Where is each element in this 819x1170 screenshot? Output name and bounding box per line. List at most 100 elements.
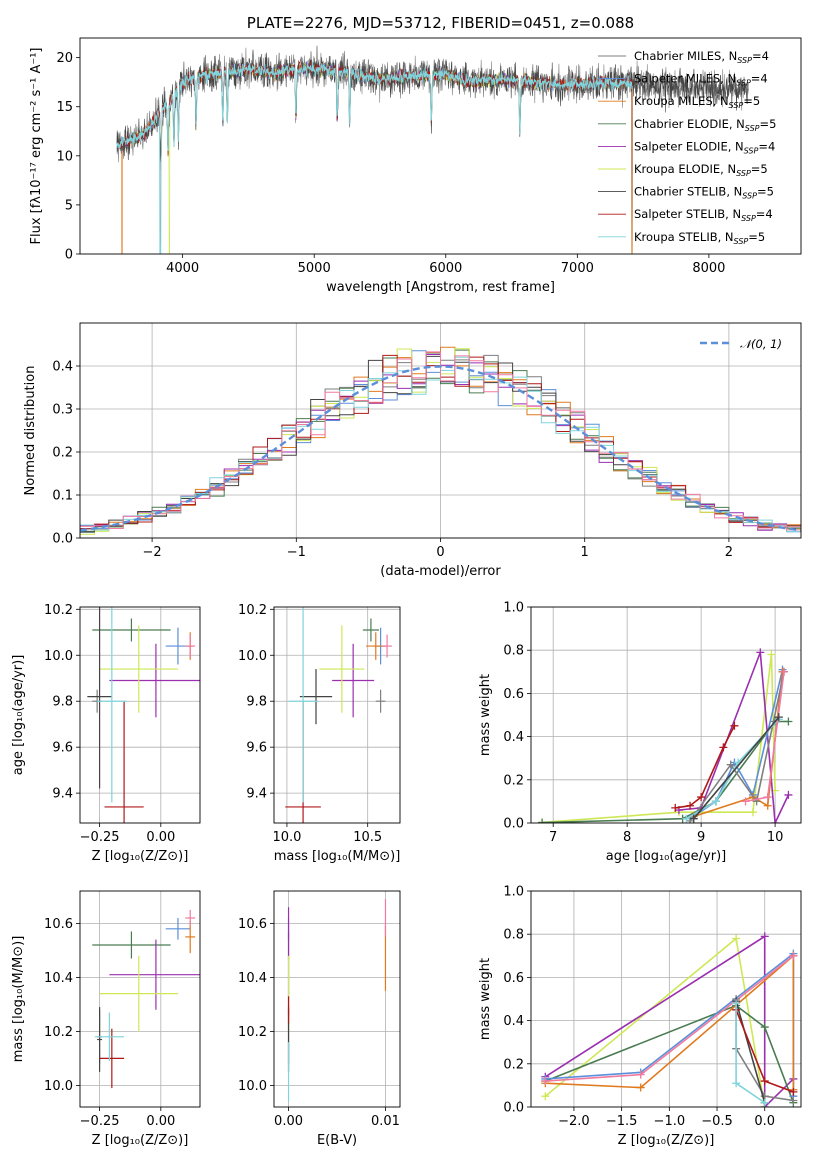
- mass_vs_Z-ytick-label: 10.4: [44, 971, 73, 986]
- spectrum-ytick-label: 15: [56, 100, 73, 115]
- spectrum-frame: [79, 37, 802, 255]
- weight-marker: [697, 793, 706, 802]
- weight-marker: [732, 934, 741, 943]
- weight-marker: [748, 808, 757, 817]
- weight-marker: [789, 1096, 798, 1105]
- mass_vs_Z-ytick-label: 10.0: [44, 1079, 73, 1094]
- errorbar-kroupa-elodie: [99, 625, 178, 713]
- age_vs_Z-xlabel: Z [log₁₀(Z/Z⊙)]: [92, 849, 189, 864]
- errorbar-chabrier-elodie: [92, 931, 171, 959]
- weight_vs_Z-ylabel: mass weight: [478, 958, 493, 1040]
- weight_vs_Z-xtick-label: −1.5: [606, 1114, 638, 1129]
- weight-marker: [760, 1098, 769, 1107]
- legend-label: Salpeter ELODIE, NSSP=4: [634, 139, 775, 155]
- residuals-ytick-label: 0.0: [52, 532, 73, 547]
- weight_vs_Z-xtick-label: −2.0: [558, 1114, 590, 1129]
- age_vs_Z-ytick-label: 9.4: [52, 787, 73, 802]
- mass_vs_ebv-xtick-label: 0.01: [371, 1114, 400, 1129]
- age_vs_Z-xtick-label: 0.00: [146, 830, 175, 845]
- weight-line-kroupa-elodie: [544, 937, 766, 1107]
- residuals-ytick-label: 0.3: [52, 403, 73, 418]
- weight-line-chabrier-stelib: [735, 1000, 766, 1103]
- weight-line-salpeter-elodie: [544, 934, 794, 1107]
- weight_vs_Z-ytick-label: 0.4: [503, 1014, 524, 1029]
- age_vs_mass-xtick-label: 10.0: [272, 830, 301, 845]
- mass_vs_ebv-ytick-label: 10.2: [238, 1025, 267, 1040]
- weight_vs_age-xtick-label: 8: [623, 830, 631, 845]
- weight_vs_Z-ytick-label: 0.6: [503, 971, 524, 986]
- residuals-xlabel: (data-model)/error: [380, 564, 501, 579]
- weight-line-chabrier-miles: [689, 671, 785, 822]
- spectrum-ytick-label: 20: [56, 51, 73, 66]
- weight-marker: [741, 797, 750, 806]
- weight-marker: [763, 793, 772, 802]
- mass_vs_Z-ytick-label: 10.2: [44, 1025, 73, 1040]
- age_vs_Z-ytick-label: 10.2: [44, 603, 73, 618]
- weight_vs_age-xtick-label: 9: [697, 830, 705, 845]
- weight_vs_age-plot-area: [531, 607, 801, 823]
- age_vs_mass-ytick-label: 10.0: [238, 649, 267, 664]
- normal-curve: [80, 365, 801, 532]
- weight-marker: [760, 932, 769, 941]
- weight_vs_age-ytick-label: 0.2: [503, 773, 524, 788]
- residuals-xtick-label: 2: [725, 545, 733, 560]
- weight-marker: [784, 790, 793, 799]
- age_vs_Z-frame: [79, 606, 201, 824]
- age_vs_mass-xlabel: mass [log₁₀(M/M⊙)]: [274, 849, 401, 864]
- mass_vs_Z-xtick-label: −0.25: [80, 1114, 120, 1129]
- weight-marker: [541, 1077, 550, 1086]
- weight_vs_Z-ytick-label: 0.2: [503, 1057, 524, 1072]
- residuals-xtick-label: −1: [287, 545, 306, 560]
- weight-marker: [789, 951, 798, 960]
- weight_vs_age-xtick-label: 10: [767, 830, 784, 845]
- weight_vs_Z-xtick-label: −0.5: [701, 1114, 733, 1129]
- residuals-ytick-label: 0.1: [52, 489, 73, 504]
- weight_vs_age-ytick-label: 0.0: [503, 817, 524, 832]
- errorbar-kroupa-stelib: [97, 607, 127, 803]
- legend-label: Kroupa MILES, NSSP=5: [634, 94, 760, 110]
- errorbar-salpeter-miles: [165, 918, 191, 940]
- spectrum-legend: Chabrier MILES, NSSP=4 Salpeter MILES, NS…: [598, 49, 776, 246]
- residuals-frame: [79, 322, 802, 539]
- mass_vs_Z-xtick-label: 0.00: [146, 1114, 175, 1129]
- legend-normal-label: 𝒩(0, 1): [740, 337, 782, 351]
- residuals-xtick-label: 1: [581, 545, 589, 560]
- errorbar-salpeter-stelib: [104, 701, 144, 823]
- weight-marker: [767, 650, 776, 659]
- spectrum-ylabel: Flux [fλ10⁻¹⁷ erg cm⁻² s⁻¹ A⁻¹]: [29, 48, 44, 245]
- age_vs_mass-ytick-label: 9.8: [246, 695, 267, 710]
- weight-marker: [771, 819, 780, 823]
- weight_vs_age-ytick-label: 1.0: [503, 601, 524, 616]
- age_vs_mass-plot-area: [274, 607, 400, 823]
- panel-mass_vs_Z: −0.25 0.00 10.0 10.2 10.4 10.6 Z [log₁₀(Z/Z⊙)]…: [11, 890, 201, 1148]
- mass_vs_ebv-plot-area: [274, 891, 400, 1107]
- spectrum-xtick-label: 7000: [561, 261, 594, 276]
- spectrum-plot-area: [116, 45, 749, 254]
- errorbar-salpeter-elodie: [332, 643, 375, 718]
- spectrum-xlabel: wavelength [Angstrom, rest frame]: [326, 280, 555, 295]
- residuals-ytick-label: 0.4: [52, 360, 73, 375]
- weight-line-salpeter-stelib: [675, 725, 736, 809]
- errorbar-chabrier-stelib: [299, 669, 333, 725]
- panel-mass_vs_ebv: 0.00 0.01 10.0 10.2 10.4 10.6 E(B-V): [238, 890, 401, 1148]
- weight_vs_age-ylabel: mass weight: [478, 674, 493, 756]
- spectrum-xtick-label: 4000: [166, 261, 199, 276]
- mass_vs_Z-ylabel: mass [log₁₀(M/M⊙)]: [11, 936, 26, 1063]
- weight-line-chabrier-stelib: [693, 716, 780, 820]
- legend-label: Chabrier ELODIE, NSSP=5: [634, 117, 776, 133]
- spectrum-line-kroupa-stelib: [116, 61, 633, 254]
- errorbar-chabrier-elodie: [362, 618, 379, 642]
- spectrum-ytick-label: 5: [65, 198, 73, 213]
- errorbar-chabrier-miles: [375, 689, 386, 713]
- mass_vs_Z-plot-area: [80, 891, 200, 1107]
- weight-marker: [636, 1070, 645, 1079]
- errorbar-extra-pink: [185, 634, 196, 658]
- age_vs_Z-ytick-label: 9.6: [52, 741, 73, 756]
- residuals-xtick-label: −2: [143, 545, 162, 560]
- weight-marker: [789, 1087, 798, 1096]
- age_vs_Z-plot-area: [80, 607, 200, 823]
- weight-marker: [760, 1023, 769, 1032]
- spectrum-ytick-label: 0: [65, 248, 73, 263]
- residuals-ytick-label: 0.2: [52, 446, 73, 461]
- errorbar-kroupa-elodie: [99, 955, 178, 1032]
